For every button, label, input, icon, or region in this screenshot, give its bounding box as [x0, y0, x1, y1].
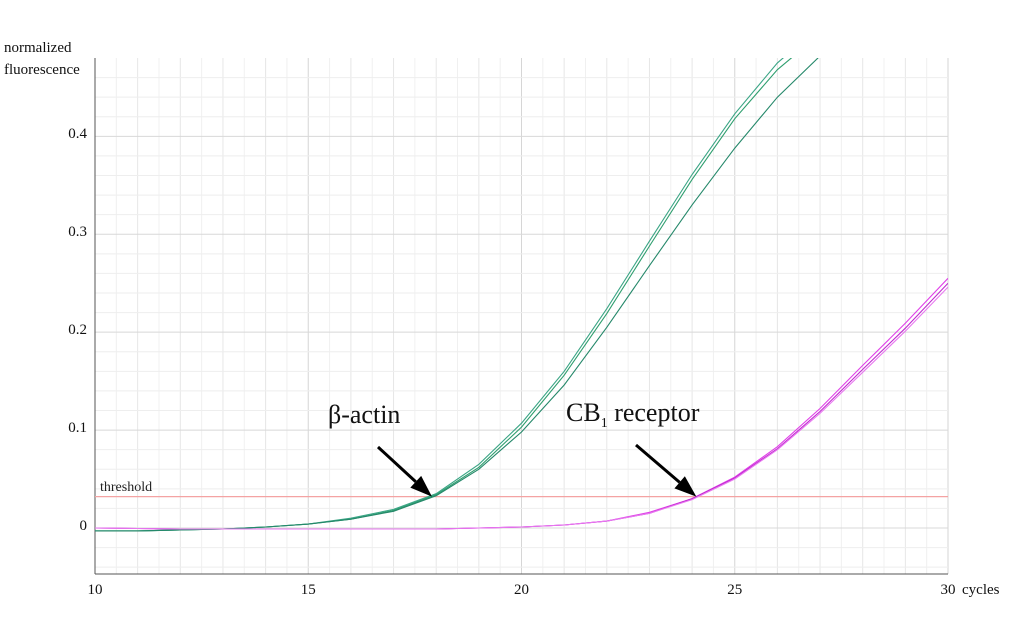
annotation-cb1-tail: receptor — [607, 398, 700, 427]
beta-actin-arrow-shaft — [376, 445, 417, 483]
series-group — [95, 58, 948, 532]
y-tick-label: 0.4 — [68, 126, 87, 143]
y-tick-label: 0.3 — [68, 224, 87, 241]
y-axis-label-line-1: normalized — [4, 40, 72, 56]
beta-actin-arrow-head — [410, 475, 432, 497]
annotation-cb1-sub: 1 — [600, 416, 608, 432]
grid — [94, 58, 949, 574]
y-tick-label: 0.2 — [68, 322, 87, 339]
x-tick-label: 30 — [940, 582, 956, 598]
cb1-receptor-curve-5 — [95, 286, 948, 530]
annotation-cb1-main: CB — [566, 398, 601, 427]
cb1-receptor-arrow-shaft — [635, 443, 681, 484]
x-tick-label: 10 — [87, 582, 103, 598]
beta-actin-curve-1 — [95, 58, 784, 532]
x-tick-label: 25 — [727, 582, 743, 598]
x-tick-label: 15 — [300, 582, 316, 598]
y-tick-label: 0 — [79, 517, 88, 534]
x-tick-label: 20 — [514, 582, 529, 598]
threshold-label: threshold — [100, 480, 153, 495]
annotation-cb1-receptor: CB1 receptor — [566, 398, 699, 432]
y-tick-label: 0.1 — [68, 420, 87, 437]
annotation-arrows — [376, 443, 697, 497]
x-axis-label: cycles — [962, 582, 1000, 598]
cb1-receptor-arrow-head — [674, 476, 697, 497]
annotation-beta-actin: β-actin — [328, 400, 401, 429]
y-axis-label-line-2: fluorescence — [4, 62, 80, 78]
axes — [94, 58, 948, 575]
